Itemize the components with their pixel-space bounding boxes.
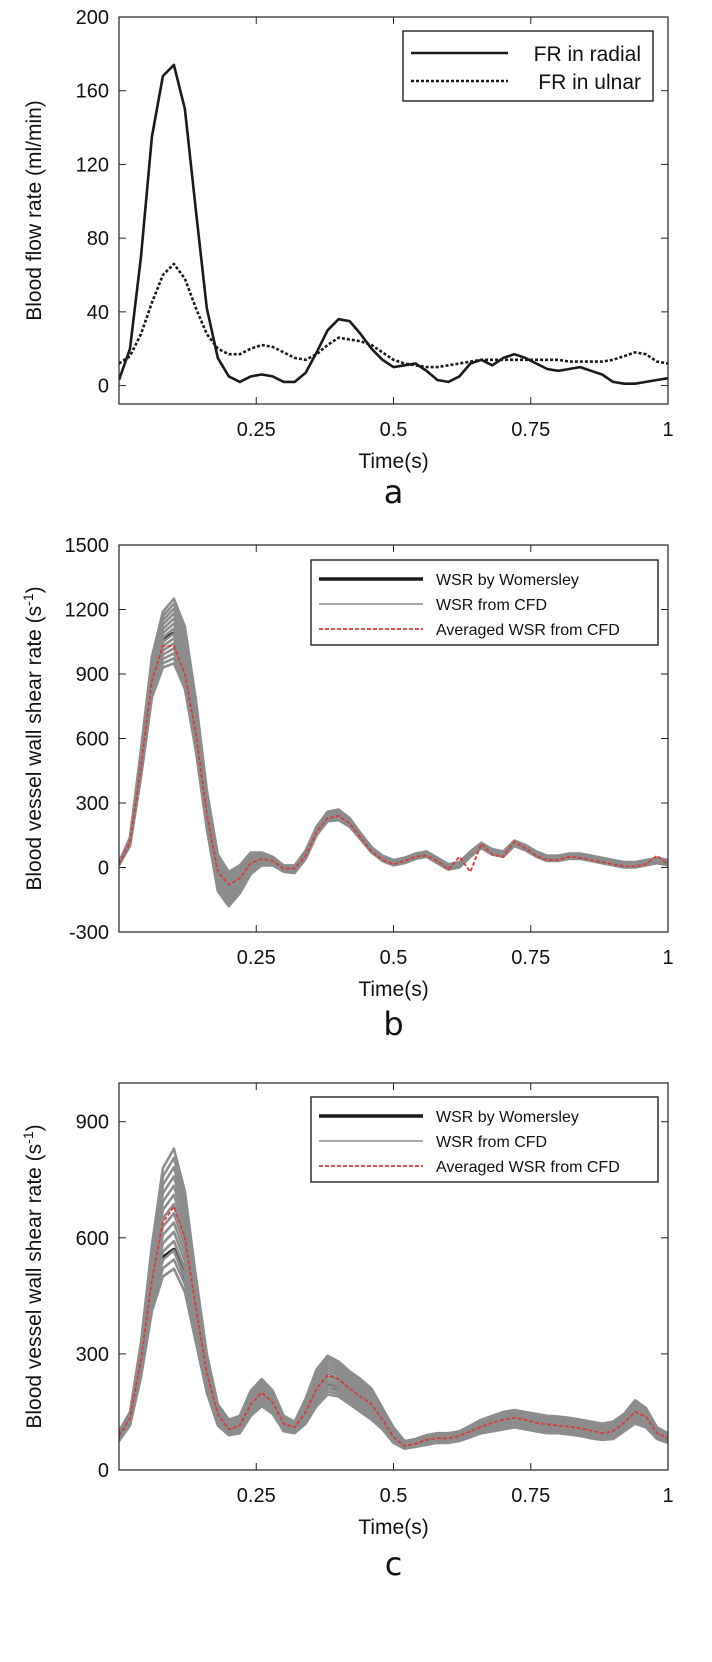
legend-box (310, 559, 659, 646)
plot-area (119, 597, 668, 908)
y-axis-label: Blood vessel wall shear rate (s-1) (20, 1124, 46, 1428)
legend-box (310, 1096, 659, 1183)
series-wsr-cfd-line (119, 1156, 668, 1443)
x-tick-label: 0.75 (511, 1485, 550, 1507)
legend-entry-label: WSR from CFD (436, 597, 547, 614)
y-axis-label-superscript: -1 (20, 1131, 36, 1144)
y-tick-label: 1200 (65, 600, 110, 622)
chart-panel-a: 0 40 80 120 160 200 0.25 0.5 0.75 1 Time(s) Blood f… (23, 7, 674, 511)
series-wsr-cfd-line (119, 1165, 668, 1444)
legend-box (402, 30, 654, 102)
y-tick-label: 300 (76, 1344, 109, 1366)
series-wsr-cfd-line (119, 1147, 668, 1443)
y-tick-label: 1500 (65, 535, 110, 557)
chart-panel-c: 0 300 600 900 0.25 0.5 0.75 1 Time(s) Blood vesse… (20, 1082, 674, 1583)
x-tick-label: 0.25 (237, 1485, 276, 1507)
y-tick-label: 40 (87, 302, 109, 324)
y-axis-label: Blood flow rate (ml/min) (23, 100, 46, 321)
y-axis-label-main: Blood vessel wall shear rate (s (23, 606, 46, 891)
legend-entry-label: WSR by Womersley (436, 1109, 579, 1126)
y-tick-label: 0 (98, 858, 109, 880)
x-tick-label: 0.75 (511, 419, 550, 441)
y-axis-label-main: Blood vessel wall shear rate (s (23, 1144, 46, 1429)
legend-entry-label: WSR by Womersley (436, 572, 579, 589)
y-tick-label: 600 (76, 729, 109, 751)
x-tick-label: 0.5 (380, 1485, 408, 1507)
legend: FR in radial FR in ulnar (402, 30, 654, 102)
x-tick-label: 0.5 (380, 419, 408, 441)
panel-letter: b (383, 1005, 403, 1043)
y-tick-label: 900 (76, 664, 109, 686)
series-fr-radial-line (119, 63, 668, 385)
y-axis-label-close: ) (23, 586, 46, 593)
y-tick-label: -300 (69, 922, 109, 944)
plot-area (119, 63, 668, 385)
x-axis-label: Time(s) (358, 450, 428, 473)
y-tick-label: 80 (87, 228, 109, 250)
series-fr-ulnar-line (119, 262, 668, 369)
x-tick-label: 1 (662, 419, 673, 441)
legend: WSR by Womersley WSR from CFD Averaged WSR… (310, 1096, 659, 1183)
legend-entry-label: FR in radial (534, 43, 641, 66)
x-tick-label: 0.25 (237, 419, 276, 441)
x-axis-label: Time(s) (358, 978, 428, 1001)
x-tick-label: 1 (662, 947, 673, 969)
y-axis-label: Blood vessel wall shear rate (s-1) (20, 586, 46, 890)
y-tick-label: 120 (76, 154, 109, 176)
series-wsr-cfd-line (119, 597, 668, 874)
series-wsr-averaged-line (119, 1205, 668, 1447)
x-tick-label: 0.75 (511, 947, 550, 969)
x-axis-label: Time(s) (358, 1516, 428, 1539)
y-tick-label: 0 (98, 376, 109, 398)
legend-entry-label: Averaged WSR from CFD (436, 1159, 620, 1176)
legend-entry-label: FR in ulnar (538, 71, 641, 94)
y-tick-label: 600 (76, 1228, 109, 1250)
chart-panel-b: -300 0 300 600 900 1200 1500 0.25 0.5 0.75 1 Time(s… (20, 535, 674, 1043)
x-tick-label: 0.25 (237, 947, 276, 969)
y-tick-label: 900 (76, 1112, 109, 1134)
panel-letter: c (385, 1545, 403, 1583)
y-tick-label: 0 (98, 1460, 109, 1482)
y-tick-label: 200 (76, 7, 109, 29)
plot-area (119, 1147, 668, 1450)
x-tick-label: 1 (662, 1485, 673, 1507)
legend-entry-label: WSR from CFD (436, 1134, 547, 1151)
y-tick-label: 160 (76, 81, 109, 103)
legend-entry-label: Averaged WSR from CFD (436, 622, 620, 639)
panel-letter: a (384, 473, 404, 511)
y-axis-label-superscript: -1 (20, 593, 36, 606)
x-tick-label: 0.5 (380, 947, 408, 969)
y-axis-label-main: Blood flow rate (ml/min) (23, 100, 46, 321)
y-tick-label: 300 (76, 793, 109, 815)
legend: WSR by Womersley WSR from CFD Averaged WSR… (310, 559, 659, 646)
y-axis-label-close: ) (23, 1124, 46, 1131)
